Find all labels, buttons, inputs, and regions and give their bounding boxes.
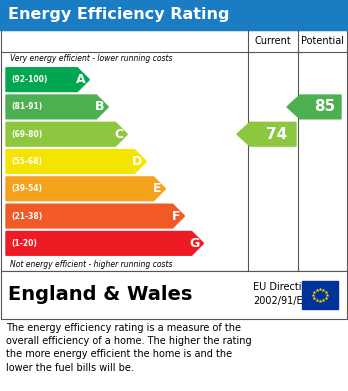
Text: EU Directive
2002/91/EC: EU Directive 2002/91/EC: [253, 282, 313, 306]
Text: (92-100): (92-100): [11, 75, 47, 84]
Text: G: G: [189, 237, 199, 250]
Text: (81-91): (81-91): [11, 102, 42, 111]
Polygon shape: [6, 95, 108, 119]
Text: (39-54): (39-54): [11, 184, 42, 193]
Polygon shape: [237, 122, 296, 146]
Polygon shape: [287, 95, 341, 119]
Bar: [302, 281, 338, 309]
Text: F: F: [172, 210, 181, 222]
Bar: [1, 271, 347, 319]
Text: (1-20): (1-20): [11, 239, 37, 248]
Text: Current: Current: [255, 36, 291, 46]
Text: Very energy efficient - lower running costs: Very energy efficient - lower running co…: [10, 54, 173, 63]
Text: 74: 74: [266, 127, 288, 142]
Text: England & Wales: England & Wales: [8, 285, 192, 305]
Polygon shape: [6, 204, 184, 228]
Bar: [0, 0, 348, 30]
Text: B: B: [95, 100, 104, 113]
Polygon shape: [6, 150, 147, 173]
Text: The energy efficiency rating is a measure of the
overall efficiency of a home. T: The energy efficiency rating is a measur…: [6, 323, 252, 373]
Text: (55-68): (55-68): [11, 157, 42, 166]
Polygon shape: [6, 177, 165, 201]
Text: (69-80): (69-80): [11, 130, 42, 139]
Bar: [1, 30, 347, 271]
Polygon shape: [6, 122, 127, 146]
Text: Not energy efficient - higher running costs: Not energy efficient - higher running co…: [10, 260, 173, 269]
Polygon shape: [6, 231, 204, 255]
Text: E: E: [153, 182, 161, 195]
Text: (21-38): (21-38): [11, 212, 42, 221]
Text: D: D: [132, 155, 142, 168]
Text: Energy Efficiency Rating: Energy Efficiency Rating: [8, 7, 229, 23]
Text: Potential: Potential: [301, 36, 344, 46]
Text: A: A: [76, 73, 85, 86]
Polygon shape: [6, 68, 89, 91]
Text: C: C: [114, 128, 123, 141]
Text: 85: 85: [314, 99, 335, 115]
